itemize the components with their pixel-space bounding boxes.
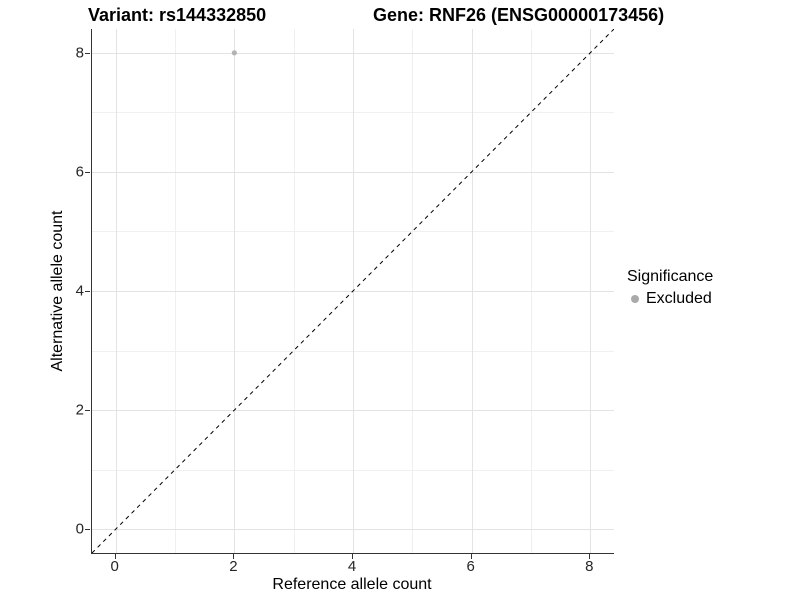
y-tick-label: 8 (75, 44, 84, 62)
y-tick-mark (85, 410, 90, 412)
y-tick-label: 6 (75, 163, 84, 181)
x-tick-label: 2 (229, 558, 238, 575)
identity-dashed-line (92, 29, 614, 553)
y-tick-mark (85, 291, 90, 292)
x-tick-label: 4 (347, 558, 357, 575)
plot-overlay (92, 29, 614, 553)
y-axis-title: Alternative allele count (49, 210, 66, 372)
x-tick-mark (233, 554, 235, 559)
y-tick-label: 2 (75, 401, 84, 419)
x-tick-mark (589, 554, 591, 559)
major-gridline (92, 172, 614, 173)
x-tick-mark (470, 554, 472, 559)
legend: Significance Excluded (627, 268, 713, 308)
major-gridline (92, 53, 614, 54)
legend-key-dot-icon (631, 295, 639, 303)
major-gridline (92, 410, 614, 411)
x-tick-mark (114, 554, 116, 559)
x-tick-mark (352, 554, 353, 559)
x-tick-label: 6 (466, 558, 475, 575)
y-tick-mark (85, 52, 90, 54)
y-tick-label: 0 (75, 520, 84, 538)
x-tick-label: 0 (110, 558, 119, 575)
legend-item: Excluded (627, 290, 713, 308)
y-tick-mark (85, 529, 90, 531)
major-gridline (92, 529, 614, 530)
y-tick-mark (85, 171, 90, 173)
plot-title-gene: Gene: RNF26 (ENSG00000173456) (373, 5, 665, 25)
legend-title: Significance (627, 268, 714, 285)
plot-panel (91, 29, 614, 554)
x-axis-title: Reference allele count (272, 576, 432, 593)
plot-title-variant: Variant: rs144332850 (88, 5, 267, 25)
y-tick-label: 4 (75, 282, 84, 300)
legend-item-label: Excluded (646, 290, 712, 307)
x-tick-label: 8 (585, 558, 594, 575)
data-point (231, 50, 237, 56)
